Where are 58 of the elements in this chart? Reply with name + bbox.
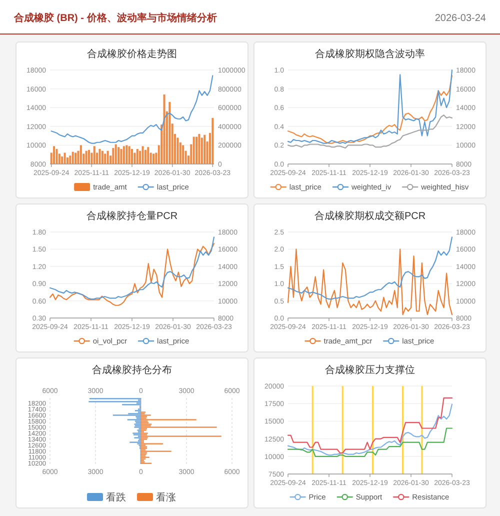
line-series: [49, 242, 215, 306]
line-series: [287, 248, 453, 316]
line-series: [49, 236, 215, 300]
bar: [88, 150, 90, 164]
text: 合成橡胶 (BR) - 价格、波动率与市场情绪分析: [13, 12, 217, 24]
bar: [101, 150, 104, 164]
bar: [142, 146, 144, 164]
bar: [72, 152, 74, 164]
bar: [198, 134, 200, 164]
bar: [130, 148, 134, 164]
line-series: [287, 236, 453, 300]
bar: [134, 152, 136, 164]
bar: [204, 134, 206, 164]
bar: [93, 146, 96, 164]
chart-title: 合成橡胶持仓量PCR: [86, 210, 178, 222]
bar: [212, 118, 214, 164]
bar: [106, 150, 109, 164]
bar: [182, 145, 184, 164]
bar: [163, 94, 166, 164]
bar: [112, 148, 114, 164]
bar: [126, 145, 128, 164]
bar: [147, 147, 150, 164]
bar: [85, 150, 88, 164]
bar: [61, 156, 64, 164]
bar: [56, 148, 58, 164]
bar: [122, 146, 125, 164]
bar: [200, 138, 203, 164]
bar: [98, 148, 101, 164]
chart-title: 合成橡胶持仓分布: [92, 364, 172, 376]
bar: [64, 152, 66, 164]
bar: [144, 150, 146, 164]
chart-title: 合成橡胶期权隐含波动率: [315, 48, 425, 60]
bar: [196, 136, 198, 164]
line-series: [287, 114, 453, 149]
chart-title: 合成橡胶价格走势图: [87, 48, 177, 60]
line-series: [287, 397, 453, 454]
bar: [118, 147, 120, 164]
bar: [192, 136, 195, 164]
bar: [53, 146, 56, 164]
bar: [120, 148, 122, 164]
bar: [80, 145, 82, 164]
chart-title: 合成橡胶期权成交额PCR: [314, 210, 426, 222]
text: 2026-03-24: [434, 13, 486, 24]
line-series: [50, 75, 214, 144]
bar: [128, 146, 130, 164]
bar: [168, 102, 171, 164]
chart-title: 合成橡胶压力支撑位: [325, 364, 415, 376]
bar: [104, 154, 106, 164]
line-series: [287, 428, 453, 457]
line-series: [287, 404, 453, 456]
bar: [69, 156, 72, 164]
bar: [136, 148, 138, 164]
bar: [152, 154, 155, 164]
legend-label: 看涨: [156, 492, 176, 504]
bar: [114, 144, 117, 164]
bar: [176, 138, 179, 164]
bar: [74, 152, 77, 164]
legend-label: 看跌: [106, 492, 126, 504]
